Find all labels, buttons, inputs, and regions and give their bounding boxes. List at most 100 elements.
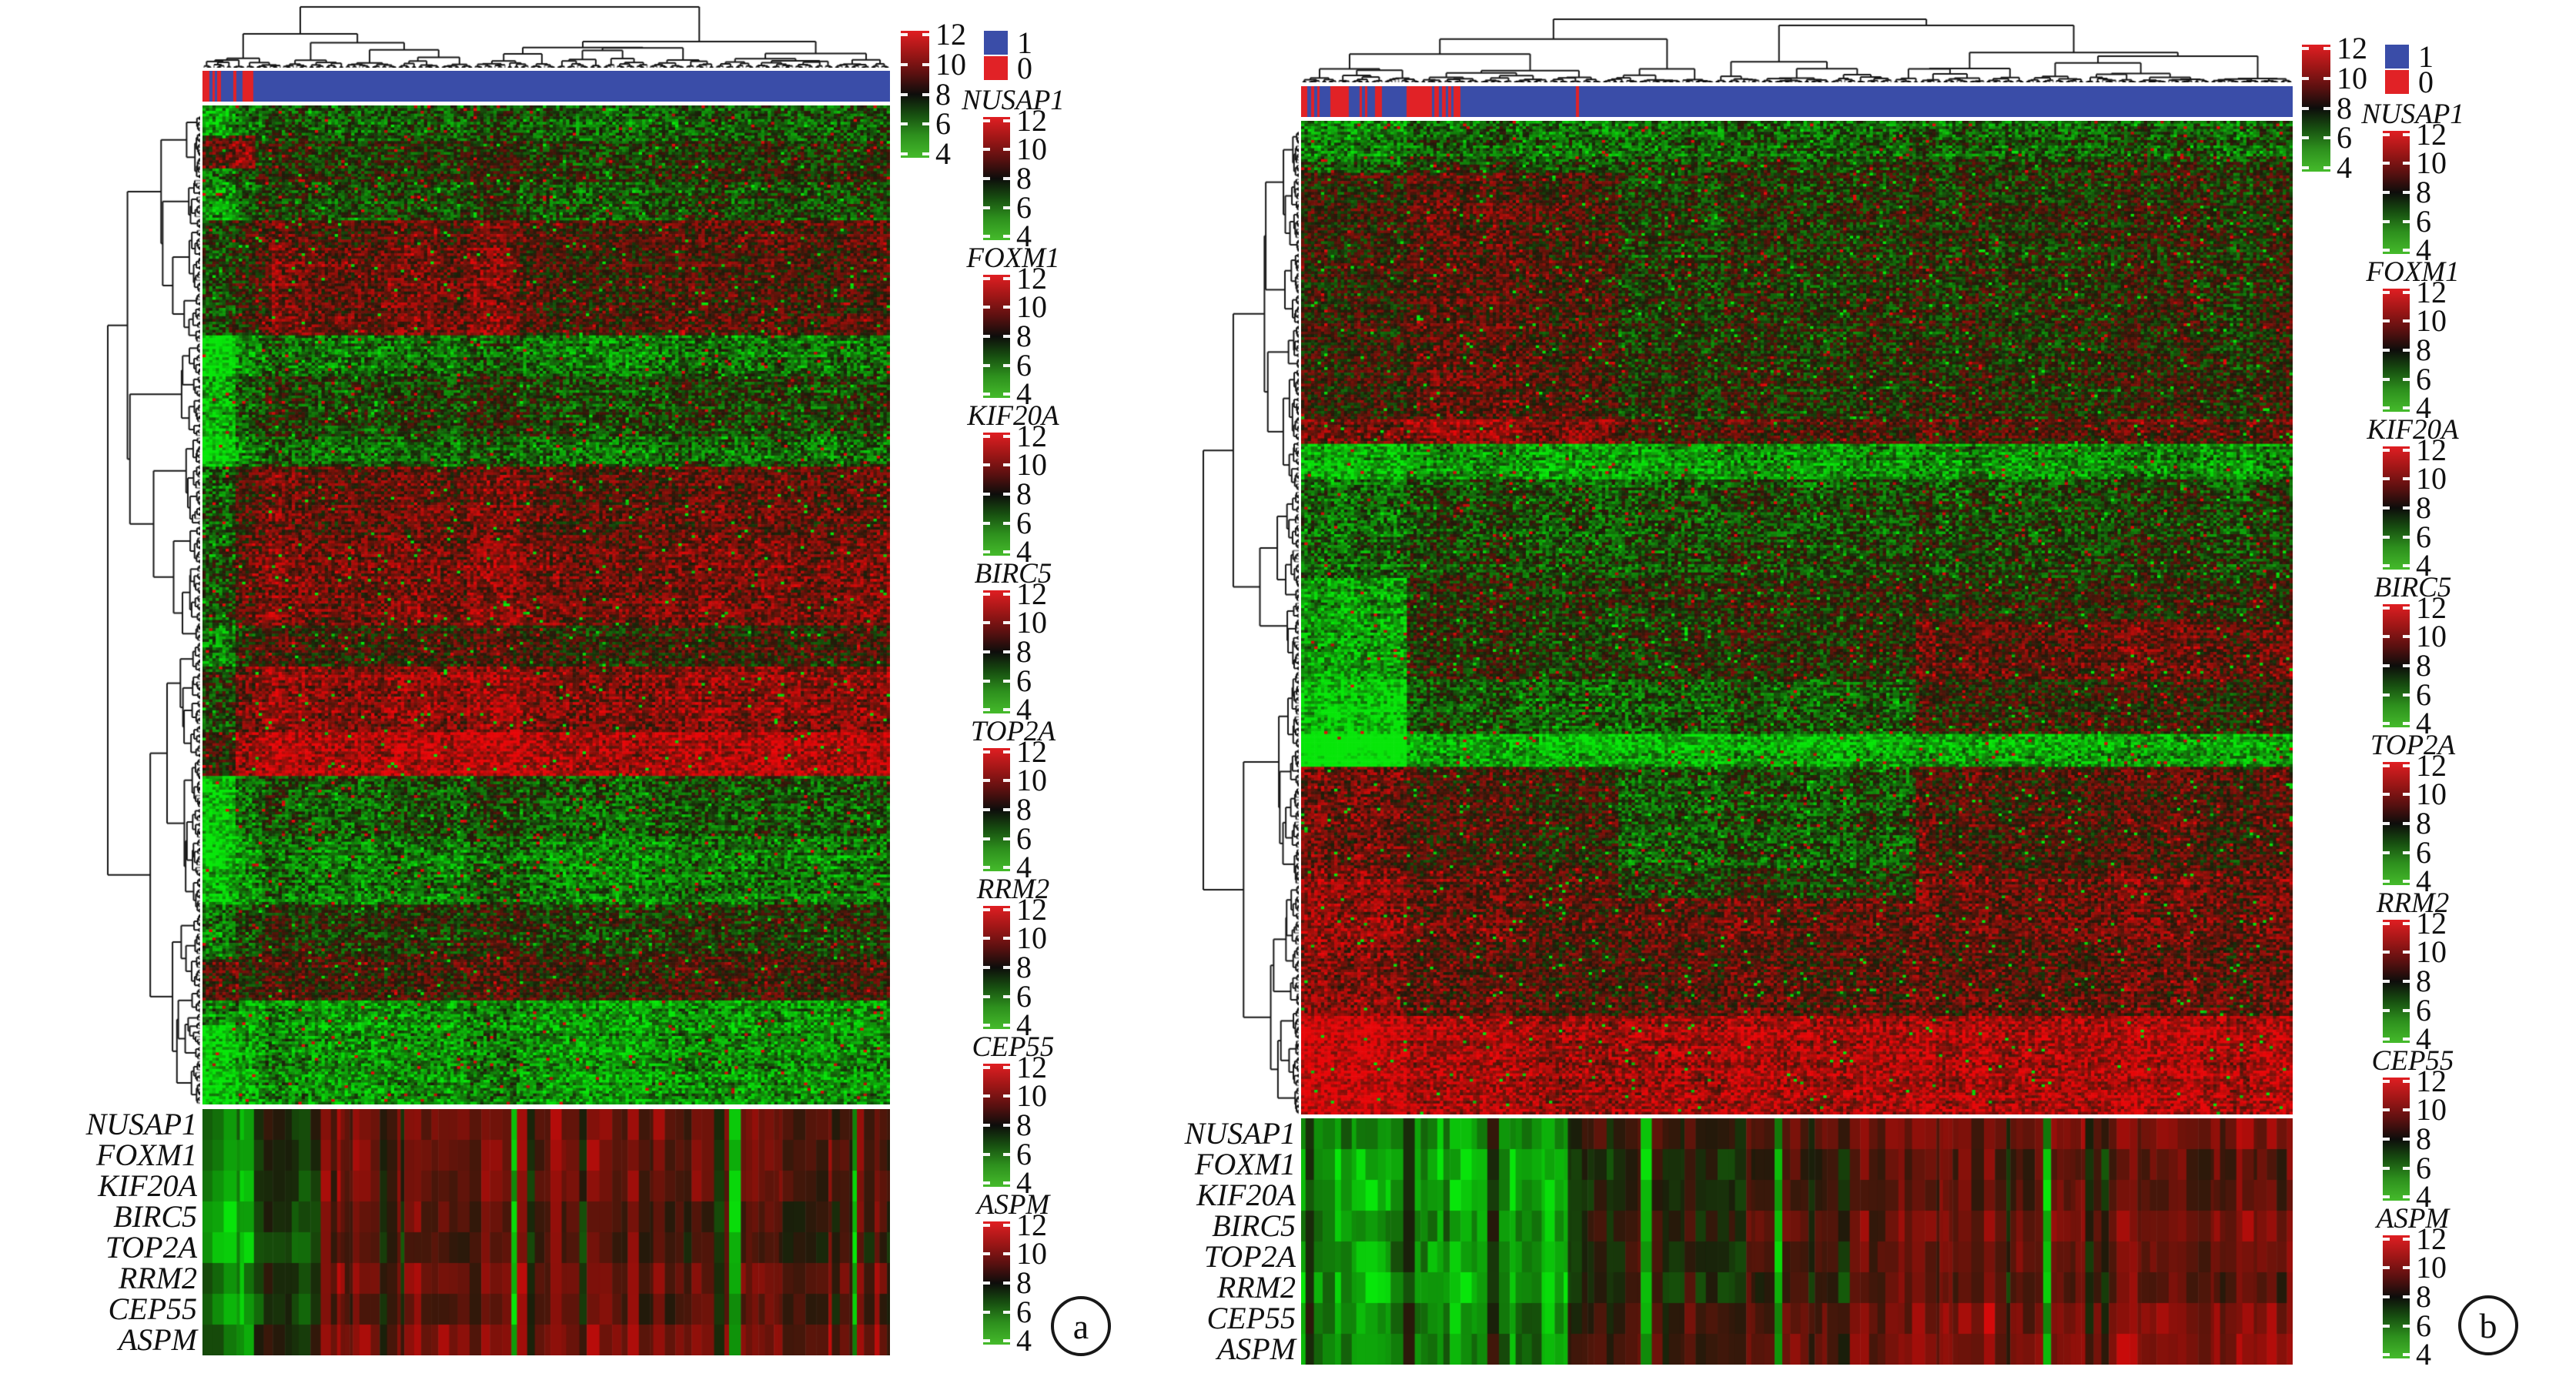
scale-tick-notch — [2403, 722, 2410, 725]
gene-row-label: TOP2A — [105, 1230, 197, 1265]
gene-scale-title: KIF20A — [2367, 414, 2459, 446]
scale-tick-label: 12 — [2416, 1064, 2447, 1098]
color-scale-bar — [2383, 604, 2410, 727]
scale-tick-notch — [983, 393, 990, 396]
scale-tick-label: 10 — [2416, 145, 2447, 180]
scale-tick-label: 6 — [2416, 1308, 2431, 1343]
scale-tick-notch — [2403, 506, 2410, 510]
scale-tick-notch — [1003, 779, 1010, 782]
scale-tick-label: 12 — [1016, 892, 1047, 927]
expression-heatmap — [1301, 121, 2293, 1114]
scale-tick-notch — [1003, 966, 1010, 969]
scale-tick-label: 12 — [1016, 1050, 1047, 1084]
gene-row-label: CEP55 — [108, 1291, 197, 1326]
scale-tick-label: 8 — [2416, 175, 2431, 209]
gene-scale-title: RRM2 — [976, 874, 1050, 905]
scale-tick-notch — [1003, 750, 1010, 753]
scale-tick-notch — [983, 1153, 990, 1156]
scale-tick-label: 8 — [2416, 332, 2431, 367]
scale-tick-notch — [1003, 680, 1010, 683]
gene-scale-title: CEP55 — [972, 1031, 1055, 1063]
scale-tick-notch — [901, 33, 908, 36]
scale-tick-notch — [983, 750, 990, 753]
scale-tick-label: 8 — [1016, 1265, 1032, 1300]
scale-tick-notch — [2383, 349, 2390, 352]
gene-row-label: FOXM1 — [1194, 1147, 1296, 1181]
scale-tick-notch — [1003, 808, 1010, 811]
scale-tick-notch — [983, 837, 990, 840]
scale-tick-notch — [2383, 477, 2390, 480]
color-scale-bar — [983, 1064, 1010, 1187]
scale-tick-label: 4 — [2416, 1337, 2431, 1372]
scale-tick-label: 4 — [1016, 1165, 1032, 1200]
scale-tick-notch — [2383, 764, 2390, 767]
scale-tick-notch — [2403, 378, 2410, 381]
scale-tick-notch — [2403, 1195, 2410, 1198]
scale-tick-label: 8 — [1016, 476, 1032, 511]
scale-tick-notch — [2403, 449, 2410, 452]
scale-tick-notch — [2323, 107, 2330, 110]
scale-tick-notch — [1003, 995, 1010, 998]
scale-tick-notch — [1003, 306, 1010, 309]
scale-tick-label: 6 — [2416, 204, 2431, 239]
scale-tick-notch — [2323, 47, 2330, 50]
scale-tick-notch — [983, 119, 990, 122]
scale-tick-label: 8 — [1016, 1108, 1032, 1142]
scale-tick-notch — [983, 463, 990, 466]
scale-tick-notch — [983, 866, 990, 869]
scale-tick-notch — [983, 148, 990, 151]
color-scale-bar — [983, 1221, 1010, 1345]
scale-tick-notch — [2403, 606, 2410, 610]
scale-tick-notch — [2302, 136, 2309, 139]
scale-tick-notch — [2323, 77, 2330, 80]
scale-tick-notch — [2403, 162, 2410, 165]
scale-tick-notch — [901, 152, 908, 155]
scale-tick-label: 8 — [935, 77, 951, 112]
scale-tick-label: 10 — [1016, 763, 1047, 797]
gene-row-label: ASPM — [118, 1322, 197, 1357]
scale-tick-label: 12 — [1016, 734, 1047, 769]
scale-tick-label: 10 — [1016, 289, 1047, 324]
column-dendrogram — [202, 5, 890, 68]
scale-tick-label: 10 — [2416, 303, 2447, 338]
scale-tick-label: 10 — [2416, 1250, 2447, 1285]
gene-row-label: NUSAP1 — [85, 1107, 197, 1141]
gene-scale-title: NUSAP1 — [2361, 99, 2464, 130]
scale-tick-notch — [1003, 866, 1010, 869]
color-scale-bar — [2383, 1235, 2410, 1358]
scale-tick-notch — [983, 1281, 990, 1285]
scale-tick-notch — [2383, 1080, 2390, 1083]
scale-tick-notch — [983, 277, 990, 280]
scale-tick-notch — [983, 235, 990, 238]
scale-tick-label: 4 — [2416, 232, 2431, 267]
scale-tick-notch — [1003, 708, 1010, 711]
scale-tick-notch — [2383, 378, 2390, 381]
scale-tick-label: 12 — [1016, 576, 1047, 611]
color-scale-bar — [2383, 131, 2410, 254]
scale-tick-notch — [1003, 650, 1010, 653]
scale-tick-notch — [2383, 249, 2390, 252]
scale-tick-notch — [2302, 47, 2309, 50]
scale-tick-notch — [2383, 162, 2390, 165]
scale-tick-notch — [922, 33, 929, 36]
scale-tick-notch — [2403, 564, 2410, 567]
scale-tick-notch — [2403, 1009, 2410, 1012]
color-scale-bar — [983, 433, 1010, 556]
scale-tick-notch — [2383, 1238, 2390, 1241]
scale-tick-notch — [2403, 1038, 2410, 1041]
row-dendrogram — [105, 115, 200, 1104]
scale-tick-notch — [2383, 1353, 2390, 1356]
scale-tick-label: 12 — [2416, 590, 2447, 625]
scale-tick-notch — [1003, 1124, 1010, 1127]
color-scale-bar — [2383, 920, 2410, 1043]
scale-tick-notch — [983, 995, 990, 998]
scale-tick-notch — [2403, 1138, 2410, 1141]
scale-tick-notch — [1003, 119, 1010, 122]
scale-tick-label: 4 — [1016, 692, 1032, 727]
scale-tick-label: 10 — [1016, 921, 1047, 955]
scale-tick-notch — [2403, 793, 2410, 796]
scale-tick-notch — [1003, 393, 1010, 396]
scale-tick-label: 8 — [1016, 792, 1032, 827]
expression-heatmap — [202, 105, 890, 1104]
scale-tick-notch — [2383, 951, 2390, 954]
